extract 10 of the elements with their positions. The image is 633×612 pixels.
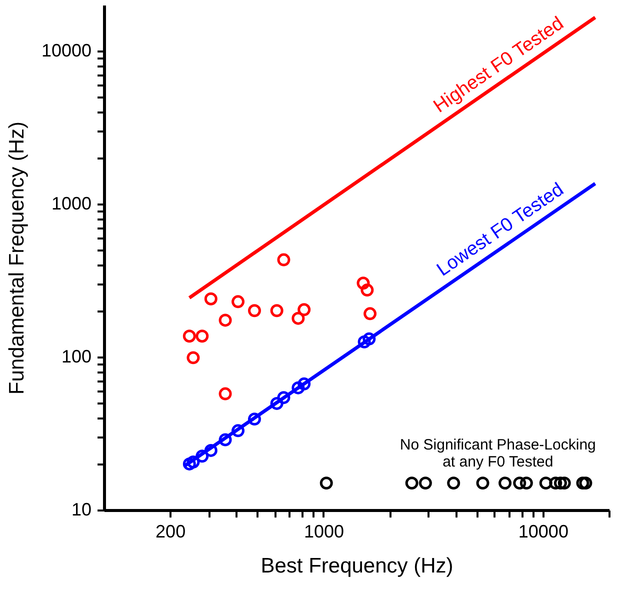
y-tick-label: 1000 <box>51 194 92 214</box>
x-tick-label: 200 <box>156 522 186 542</box>
x-axis-title: Best Frequency (Hz) <box>260 554 454 578</box>
y-tick-label: 10000 <box>41 40 92 61</box>
annotation: No Significant Phase-Locking at any F0 Tested <box>400 436 596 470</box>
y-tick-label: 100 <box>61 346 92 367</box>
y-tick-label: 10 <box>71 500 92 520</box>
y-axis-title: Fundamental Frequency (Hz) <box>5 121 28 395</box>
x-tick-label: 10000 <box>518 522 568 542</box>
x-tick-label: 1000 <box>304 522 344 542</box>
